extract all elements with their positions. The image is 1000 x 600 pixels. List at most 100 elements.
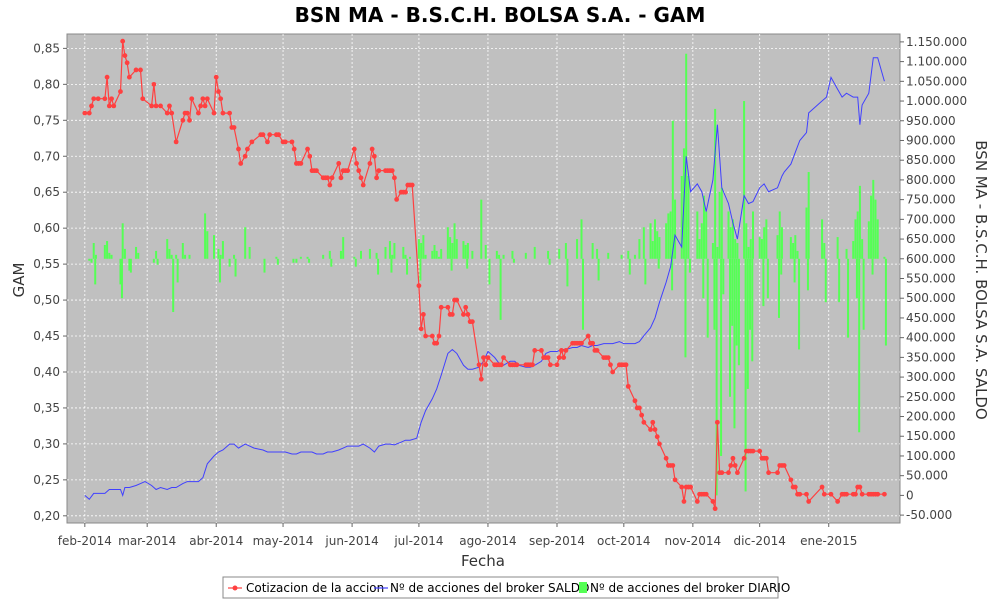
diario-bar: [406, 258, 409, 275]
price-point: [556, 355, 562, 361]
price-point: [481, 355, 486, 361]
diario-bar: [582, 258, 584, 330]
price-point: [418, 326, 424, 332]
price-point: [265, 139, 270, 145]
diario-bar: [665, 223, 668, 259]
price-point: [563, 348, 569, 353]
y-right-tick-label: 850.000: [906, 153, 956, 167]
diario-bar: [794, 235, 797, 259]
price-point: [498, 362, 504, 368]
price-point: [728, 463, 734, 468]
price-point: [423, 333, 428, 339]
legend-saldo-label: Nº de acciones del broker SALDO: [390, 581, 589, 595]
price-point: [213, 74, 219, 80]
y-left-tick-label: 0,25: [33, 473, 60, 487]
price-point: [151, 81, 157, 87]
price-point: [703, 491, 709, 497]
price-point: [469, 319, 475, 325]
price-point: [282, 139, 288, 145]
y-left-tick-label: 0,55: [33, 257, 60, 271]
price-point: [454, 297, 460, 303]
diario-bar: [90, 258, 93, 263]
price-point: [86, 110, 92, 116]
y-right-tick-label: 50.000: [906, 469, 948, 483]
price-point: [821, 491, 827, 497]
diario-bar: [275, 256, 278, 259]
diario-bar: [547, 250, 550, 259]
diario-bar: [353, 256, 356, 259]
diario-bar: [733, 258, 736, 429]
y-right-tick-label: 0: [906, 488, 914, 502]
diario-bar: [876, 219, 879, 259]
diario-bar: [533, 246, 536, 259]
y-right-tick-label: 1.050.000: [906, 74, 967, 88]
price-point: [610, 369, 616, 375]
diario-bar: [233, 254, 236, 259]
price-point: [750, 448, 756, 454]
diario-bar: [744, 258, 747, 492]
diario-bar: [731, 219, 734, 259]
diario-bar: [299, 256, 302, 259]
price-point: [104, 74, 110, 80]
price-point: [351, 146, 357, 152]
price-point: [554, 362, 560, 368]
y-right-tick-label: 250.000: [906, 390, 956, 404]
price-point: [356, 168, 362, 174]
diario-bar: [402, 246, 405, 259]
diario-bar: [119, 258, 122, 285]
diario-bar: [735, 258, 738, 346]
diario-bar: [511, 250, 514, 259]
price-point: [788, 477, 794, 483]
diario-bar: [377, 258, 380, 275]
diario-bar: [765, 219, 768, 259]
diario-bar: [306, 256, 309, 259]
diario-bar: [137, 252, 140, 259]
diario-bar: [558, 248, 561, 259]
price-point: [140, 96, 146, 102]
diario-bar: [658, 237, 661, 259]
diario-bar: [671, 120, 674, 259]
price-point: [648, 427, 653, 432]
diario-bar: [433, 244, 436, 259]
price-point: [245, 146, 250, 152]
price-point: [122, 53, 128, 58]
diario-bar: [780, 227, 783, 259]
saldo-series: [84, 57, 885, 501]
price-point: [242, 153, 248, 159]
diario-bar: [234, 258, 237, 277]
price-point: [153, 103, 159, 109]
diario-bar: [106, 241, 109, 259]
diario-bar: [696, 211, 699, 259]
diario-bar: [780, 258, 783, 275]
diario-bar: [204, 213, 207, 259]
diario-bar: [172, 258, 175, 313]
y-right-tick-label: 350.000: [906, 350, 956, 364]
diario-bar: [108, 252, 111, 259]
diario-bar: [855, 258, 858, 299]
price-point: [757, 448, 763, 454]
price-point: [875, 491, 881, 497]
diario-bar: [746, 258, 749, 389]
diario-bar: [856, 211, 859, 259]
diario-bar: [244, 227, 247, 259]
price-point: [445, 304, 451, 310]
diario-bar: [747, 246, 750, 259]
y-left-axis-label: GAM: [10, 263, 28, 298]
diario-bar: [760, 239, 763, 259]
price-point: [198, 103, 204, 109]
diario-bar: [512, 258, 515, 263]
diario-bar: [751, 258, 754, 362]
x-tick-label: abr-2014: [189, 534, 243, 548]
diario-bar: [789, 237, 792, 259]
diario-bar: [176, 258, 179, 283]
price-point: [476, 362, 482, 368]
price-point: [95, 96, 101, 102]
price-point: [218, 96, 224, 102]
diario-bar: [642, 227, 645, 259]
price-point: [763, 455, 769, 461]
diario-bar: [228, 258, 231, 267]
diario-bar: [393, 243, 396, 259]
diario-bar: [798, 258, 801, 350]
diario-bar: [175, 254, 178, 259]
